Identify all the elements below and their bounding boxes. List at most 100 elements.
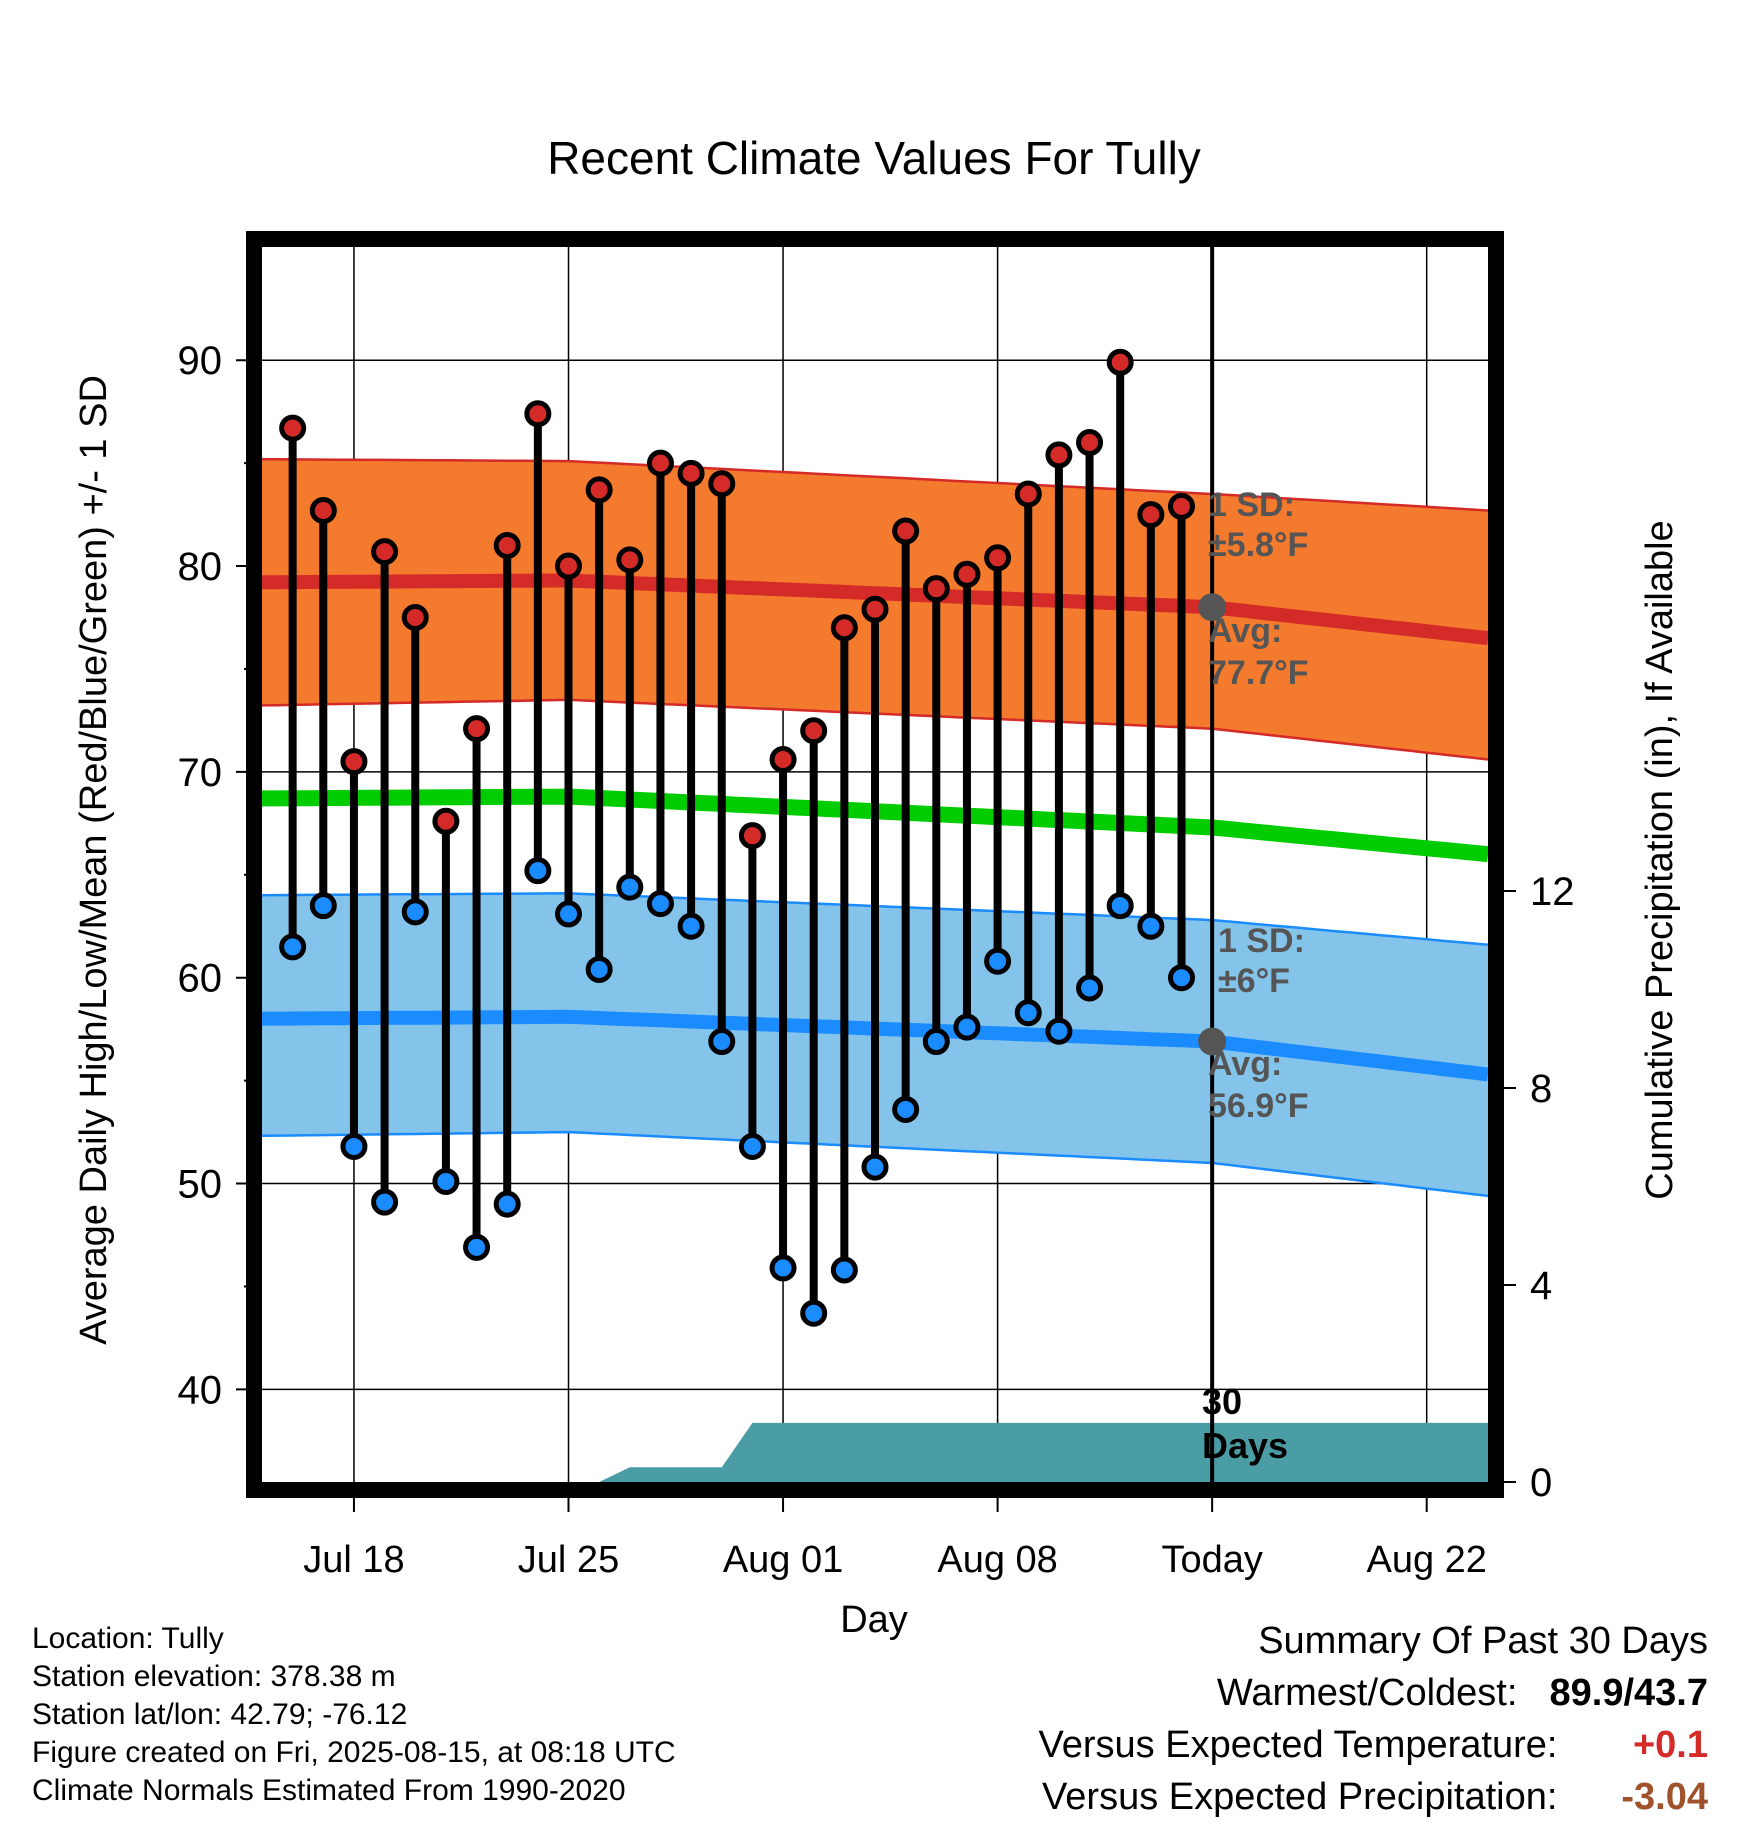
- daily-low-point: [1014, 999, 1042, 1027]
- summary-precip-row: Versus Expected Precipitation: -3.04: [1042, 1776, 1708, 1819]
- daily-low-point: [769, 1254, 797, 1282]
- x-tick-label: Jul 18: [303, 1539, 404, 1581]
- daily-low-point: [646, 890, 674, 918]
- normals-text: Climate Normals Estimated From 1990-2020: [32, 1774, 626, 1807]
- daily-high-point: [309, 496, 337, 524]
- summary-temp-row: Versus Expected Temperature: +0.1: [1039, 1724, 1708, 1767]
- x-tick-label: Jul 25: [518, 1539, 619, 1581]
- daily-low-point: [800, 1299, 828, 1327]
- daily-low-point: [953, 1013, 981, 1041]
- y-tick-label: 70: [178, 751, 223, 795]
- daily-low-point: [340, 1132, 368, 1160]
- daily-high-point: [432, 807, 460, 835]
- daily-low-point: [922, 1028, 950, 1056]
- daily-high-point: [708, 470, 736, 498]
- y-tick-label: 60: [178, 957, 223, 1001]
- daily-low-point: [279, 933, 307, 961]
- high-sd-value: ±5.8°F: [1208, 526, 1308, 564]
- temp-label: Versus Expected Temperature:: [1038, 1724, 1558, 1766]
- summary-warm-cold-row: Warmest/Coldest: 89.9/43.7: [1217, 1672, 1708, 1715]
- x-tick-label: Aug 22: [1366, 1539, 1486, 1581]
- elevation-text: Station elevation: 378.38 m: [32, 1660, 396, 1693]
- daily-high-point: [401, 604, 429, 631]
- chart-title: Recent Climate Values For Tully: [547, 132, 1201, 184]
- daily-high-point: [371, 538, 399, 566]
- y-tick-label: 90: [178, 339, 223, 383]
- daily-high-point: [892, 517, 920, 545]
- daily-low-point: [1076, 974, 1104, 1002]
- high-sd-title: 1 SD:: [1208, 486, 1295, 524]
- daily-high-point: [1045, 441, 1073, 469]
- x-tick-label: Aug 01: [723, 1539, 843, 1581]
- daily-low-point: [555, 900, 582, 928]
- daily-high-point: [677, 459, 705, 487]
- daily-low-point: [401, 898, 429, 926]
- y-tick-label: 50: [178, 1163, 223, 1207]
- y-right-tick-label: 0: [1530, 1461, 1552, 1505]
- location-text: Location: Tully: [32, 1622, 224, 1655]
- daily-high-point: [585, 476, 613, 504]
- daily-high-point: [340, 748, 368, 776]
- daily-high-point: [616, 546, 644, 574]
- low-sd-title: 1 SD:: [1218, 922, 1305, 960]
- created-text: Figure created on Fri, 2025-08-15, at 08…: [32, 1736, 676, 1769]
- low-sd-value: ±6°F: [1218, 962, 1290, 1000]
- precip-label: Versus Expected Precipitation:: [1042, 1776, 1558, 1818]
- low-avg-value: 56.9°F: [1208, 1087, 1309, 1125]
- x-tick-label: Today: [1161, 1539, 1262, 1581]
- daily-high-point: [1168, 492, 1195, 520]
- daily-low-point: [1137, 912, 1165, 940]
- station-info: Location: Tully Station elevation: 378.3…: [32, 1620, 676, 1810]
- y-right-axis-label: Cumulative Precipitation (in), If Availa…: [1639, 520, 1681, 1199]
- daily-low-point: [1168, 964, 1195, 992]
- daily-high-point: [493, 531, 521, 559]
- daily-high-point: [1106, 348, 1134, 376]
- temp-value: +0.1: [1632, 1724, 1708, 1766]
- daily-low-point: [984, 947, 1012, 975]
- y-tick-label: 40: [178, 1368, 223, 1412]
- high-avg-line: [262, 573, 1488, 646]
- latlon-text: Station lat/lon: 42.79; -76.12: [32, 1698, 408, 1731]
- daily-high-point: [769, 746, 797, 774]
- daily-high-point: [984, 544, 1012, 572]
- plot-frame: [246, 231, 1504, 1498]
- daily-high-point: [524, 400, 552, 428]
- daily-low-point: [830, 1256, 858, 1284]
- daily-high-point: [1076, 429, 1104, 457]
- today-days-label-line2: Days: [1202, 1425, 1288, 1466]
- precip-area: [599, 1422, 1488, 1482]
- daily-low-point: [309, 892, 337, 920]
- daily-low-point: [585, 955, 613, 983]
- y-tick-label: 80: [178, 545, 223, 589]
- high-avg-title: Avg:: [1208, 612, 1282, 650]
- daily-low-point: [493, 1190, 521, 1218]
- daily-high-point: [738, 822, 766, 850]
- daily-high-point: [646, 449, 674, 477]
- today-days-label-line1: 30: [1202, 1381, 1242, 1422]
- daily-low-point: [738, 1132, 766, 1160]
- precip-value: -3.04: [1621, 1776, 1708, 1818]
- y-right-tick-label: 8: [1530, 1067, 1552, 1111]
- daily-high-point: [463, 715, 491, 743]
- daily-low-point: [463, 1233, 491, 1261]
- y-axis-label: Average Daily High/Low/Mean (Red/Blue/Gr…: [73, 375, 115, 1345]
- high-sd-upper-line: [262, 457, 1488, 512]
- daily-high-point: [861, 595, 889, 623]
- summary-title: Summary Of Past 30 Days: [1258, 1620, 1708, 1662]
- y-right-tick-label: 4: [1530, 1264, 1552, 1308]
- daily-low-point: [616, 873, 644, 901]
- low-avg-title: Avg:: [1208, 1045, 1282, 1083]
- today-low-avg-marker: [1198, 1027, 1227, 1056]
- daily-low-point: [432, 1167, 460, 1195]
- daily-low-point: [371, 1188, 399, 1216]
- daily-low-point: [1106, 892, 1134, 920]
- y-right-tick-label: 12: [1530, 870, 1575, 914]
- daily-low-point: [861, 1153, 889, 1181]
- daily-low-point: [524, 857, 552, 885]
- daily-low-point: [892, 1095, 920, 1123]
- daily-high-point: [830, 614, 858, 642]
- daily-low-point: [708, 1028, 736, 1056]
